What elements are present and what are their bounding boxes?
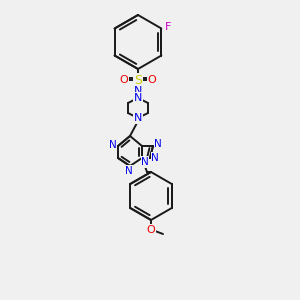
Text: S: S — [134, 74, 142, 86]
Text: N: N — [141, 157, 149, 167]
Text: O: O — [148, 75, 156, 85]
Text: O: O — [147, 225, 155, 235]
Text: O: O — [120, 75, 128, 85]
Text: N: N — [125, 166, 133, 176]
Text: N: N — [109, 140, 117, 150]
Text: N: N — [154, 139, 162, 149]
Text: N: N — [134, 113, 142, 123]
Text: N: N — [134, 86, 142, 96]
Text: N: N — [151, 153, 159, 163]
Text: N: N — [134, 93, 142, 103]
Text: F: F — [165, 22, 172, 32]
